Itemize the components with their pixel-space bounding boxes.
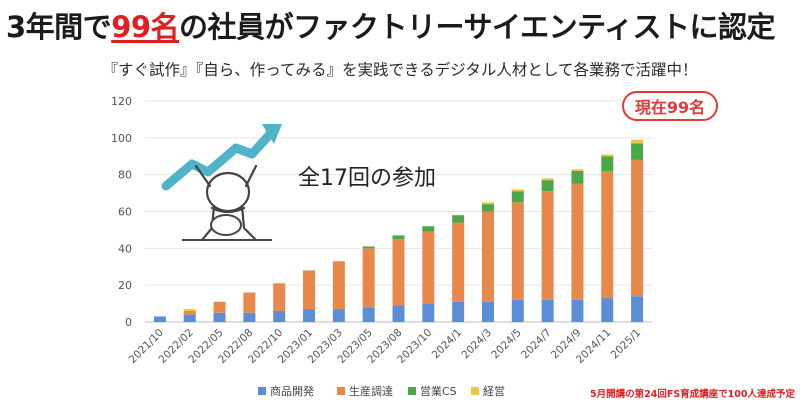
bar-segment [303, 309, 316, 322]
page-subtitle: 『すぐ試作』『自ら、作ってみる』を実践できるデジタル人材として各業務で活躍中！ [102, 61, 698, 79]
bar-segment [362, 307, 375, 322]
legend-swatch [337, 387, 345, 395]
bar-segment [243, 312, 256, 322]
bar-segment [183, 309, 196, 311]
bar-segment [273, 310, 286, 322]
bar-segment [332, 261, 345, 310]
bar-segment [571, 183, 584, 300]
bar-segment [422, 231, 435, 304]
y-tick-label: 0 [125, 316, 132, 329]
bar-segment [631, 296, 644, 322]
y-tick-label: 120 [111, 95, 132, 108]
bar-segment [452, 301, 465, 322]
bar-segment [183, 310, 196, 315]
legend-label: 営業CS [420, 384, 457, 398]
bar-segment [571, 299, 584, 322]
footnote: 5月開講の第24回FS育成講座で100人達成予定 [590, 389, 795, 400]
bar-segment [631, 159, 644, 297]
chart-annotation: 全17回の参加 [298, 166, 436, 191]
legend-label: 生産調達 [349, 384, 393, 398]
bar-segment [392, 305, 405, 322]
bar-segment [571, 170, 584, 184]
rising-person-illustration [161, 124, 282, 242]
bar-segment [213, 301, 226, 313]
legend-label: 経営 [483, 384, 505, 398]
legend-swatch [408, 387, 416, 395]
y-tick-label: 20 [118, 279, 132, 292]
bar-segment [422, 226, 435, 232]
x-tick-label: 2025/1 [609, 327, 644, 362]
bar-segment [303, 270, 316, 310]
bar-segment [511, 299, 524, 322]
y-tick-label: 80 [118, 169, 132, 182]
x-tick-label: 2024/7 [519, 327, 554, 362]
x-tick-label: 2024/1 [430, 327, 465, 362]
bar-segment [213, 312, 226, 322]
bar-segment [153, 316, 166, 322]
bar-segment [601, 298, 614, 322]
bar-segment [392, 239, 405, 306]
bar-segment [631, 139, 644, 144]
bar-segment [541, 191, 554, 300]
bar-segment [601, 156, 614, 171]
bar-segment [452, 222, 465, 302]
bar-segment [481, 301, 494, 322]
y-tick-label: 100 [111, 132, 132, 145]
bar-segment [243, 292, 256, 313]
bar-segment [601, 170, 614, 299]
bar-segment [541, 180, 554, 192]
bar-segment [273, 283, 286, 311]
bar-segment [332, 309, 345, 322]
bar-segment [541, 178, 554, 181]
bar-segment [362, 246, 375, 249]
bar-segment [631, 143, 644, 160]
bar-segment [571, 169, 584, 171]
bar-segment [422, 303, 435, 322]
y-tick-label: 60 [118, 206, 132, 219]
page-title: 3年間で99名の社員がファクトリーサイエンティストに認定 [6, 10, 775, 44]
bar-segment [511, 191, 524, 203]
y-tick-label: 40 [118, 242, 132, 255]
bar-segment [481, 202, 494, 205]
bar-segment [481, 204, 494, 212]
x-tick-label: 2024/3 [459, 327, 494, 362]
legend-label: 商品開発 [270, 384, 314, 398]
bar-segment [511, 202, 524, 300]
bar-segment [183, 314, 196, 322]
bar-segment [481, 211, 494, 302]
bar-segment [452, 215, 465, 223]
bar-segment [362, 248, 375, 308]
bar-segment [511, 189, 524, 192]
bar-segment [541, 299, 554, 322]
x-tick-label: 2024/5 [489, 327, 524, 362]
legend-swatch [471, 387, 479, 395]
bar-segment [601, 154, 614, 157]
bar-segment [392, 235, 405, 240]
legend-swatch [258, 387, 266, 395]
current-count-badge: 現在99名 [622, 91, 718, 121]
